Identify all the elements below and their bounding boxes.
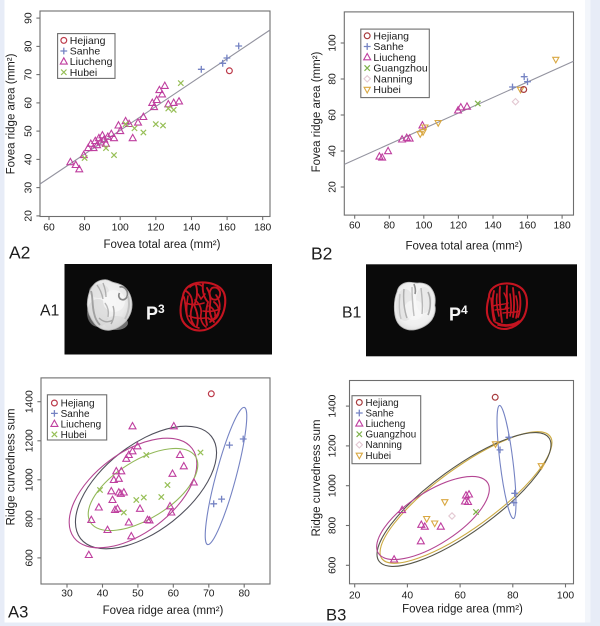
svg-text:60: 60 (43, 223, 55, 234)
svg-text:40: 40 (402, 591, 414, 602)
svg-text:60: 60 (454, 591, 466, 602)
svg-text:Fovea total area (mm²): Fovea total area (mm²) (406, 241, 523, 253)
svg-text:Sanhe: Sanhe (61, 409, 90, 420)
svg-text:120: 120 (450, 221, 467, 232)
svg-text:40: 40 (328, 145, 339, 157)
svg-text:Ridge curvedness sum: Ridge curvedness sum (311, 420, 323, 537)
svg-text:Guangzhou: Guangzhou (366, 430, 417, 441)
svg-text:Liucheng: Liucheng (61, 419, 102, 430)
svg-text:1000: 1000 (328, 474, 339, 497)
svg-text:1000: 1000 (25, 468, 36, 491)
svg-text:50: 50 (23, 125, 34, 137)
svg-text:1400: 1400 (328, 394, 339, 417)
svg-text:80: 80 (238, 589, 250, 600)
svg-text:600: 600 (25, 549, 36, 566)
svg-text:80: 80 (79, 223, 91, 234)
svg-text:70: 70 (23, 69, 34, 81)
svg-text:80: 80 (384, 221, 396, 232)
svg-text:Hejiang: Hejiang (61, 399, 95, 410)
svg-text:140: 140 (484, 221, 501, 232)
svg-text:Liucheng: Liucheng (70, 56, 113, 68)
svg-text:70: 70 (203, 589, 215, 600)
svg-text:1200: 1200 (25, 429, 36, 452)
svg-text:100: 100 (557, 591, 574, 602)
svg-text:Fovea ridge area (mm²): Fovea ridge area (mm²) (103, 605, 224, 617)
svg-text:Ridge curvedness sum: Ridge curvedness sum (6, 409, 18, 526)
svg-text:160: 160 (219, 223, 236, 234)
svg-text:40: 40 (24, 153, 35, 165)
svg-text:100: 100 (415, 221, 432, 232)
svg-text:Hubei: Hubei (366, 451, 392, 462)
svg-text:Hubei: Hubei (373, 84, 400, 96)
svg-text:30: 30 (61, 589, 73, 600)
svg-text:Hejiang: Hejiang (70, 35, 106, 47)
svg-text:A2: A2 (9, 243, 30, 263)
svg-text:160: 160 (519, 221, 536, 232)
svg-text:Fovea ridge area (mm²): Fovea ridge area (mm²) (311, 51, 323, 172)
svg-text:100: 100 (112, 223, 129, 234)
svg-text:Guangzhou: Guangzhou (373, 63, 427, 75)
svg-text:60: 60 (24, 97, 35, 109)
svg-text:80: 80 (24, 40, 35, 52)
svg-text:B2: B2 (311, 244, 332, 264)
svg-text:180: 180 (554, 221, 571, 232)
svg-text:60: 60 (349, 221, 361, 232)
svg-text:Hejiang: Hejiang (373, 30, 409, 42)
svg-text:1200: 1200 (328, 434, 339, 457)
svg-text:Hejiang: Hejiang (366, 398, 399, 409)
svg-text:1400: 1400 (25, 390, 36, 413)
svg-text:B3: B3 (326, 606, 346, 625)
svg-text:20: 20 (328, 181, 339, 193)
svg-text:Liucheng: Liucheng (373, 52, 416, 64)
svg-text:90: 90 (23, 12, 34, 24)
svg-text:80: 80 (507, 591, 519, 602)
svg-text:Hubei: Hubei (70, 67, 97, 79)
svg-text:Hubei: Hubei (61, 430, 87, 441)
svg-text:Sanhe: Sanhe (70, 46, 101, 58)
svg-text:30: 30 (23, 182, 34, 194)
svg-text:Fovea total area (mm²): Fovea total area (mm²) (104, 239, 221, 251)
svg-text:60: 60 (168, 589, 180, 600)
svg-text:100: 100 (328, 34, 339, 51)
svg-text:Fovea ridge area (mm²): Fovea ridge area (mm²) (6, 53, 18, 174)
svg-text:Sanhe: Sanhe (366, 408, 395, 419)
svg-text:20: 20 (24, 210, 35, 222)
svg-text:40: 40 (97, 589, 109, 600)
svg-text:140: 140 (183, 223, 200, 234)
svg-text:180: 180 (254, 223, 271, 234)
svg-text:Liucheng: Liucheng (366, 419, 406, 430)
svg-text:Sanhe: Sanhe (373, 41, 404, 53)
svg-text:Nanning: Nanning (366, 440, 403, 451)
svg-text:50: 50 (132, 589, 144, 600)
svg-text:20: 20 (349, 591, 361, 602)
svg-text:80: 80 (328, 73, 339, 85)
svg-text:800: 800 (25, 510, 36, 527)
svg-text:60: 60 (328, 109, 339, 121)
svg-text:600: 600 (328, 556, 339, 573)
svg-text:A3: A3 (8, 603, 28, 622)
svg-text:A1: A1 (40, 303, 60, 320)
svg-text:800: 800 (328, 517, 339, 534)
svg-text:Fovea ridge area (mm²): Fovea ridge area (mm²) (402, 604, 523, 616)
svg-text:B1: B1 (342, 305, 362, 322)
svg-text:Nanning: Nanning (373, 73, 412, 85)
svg-text:120: 120 (147, 223, 164, 234)
